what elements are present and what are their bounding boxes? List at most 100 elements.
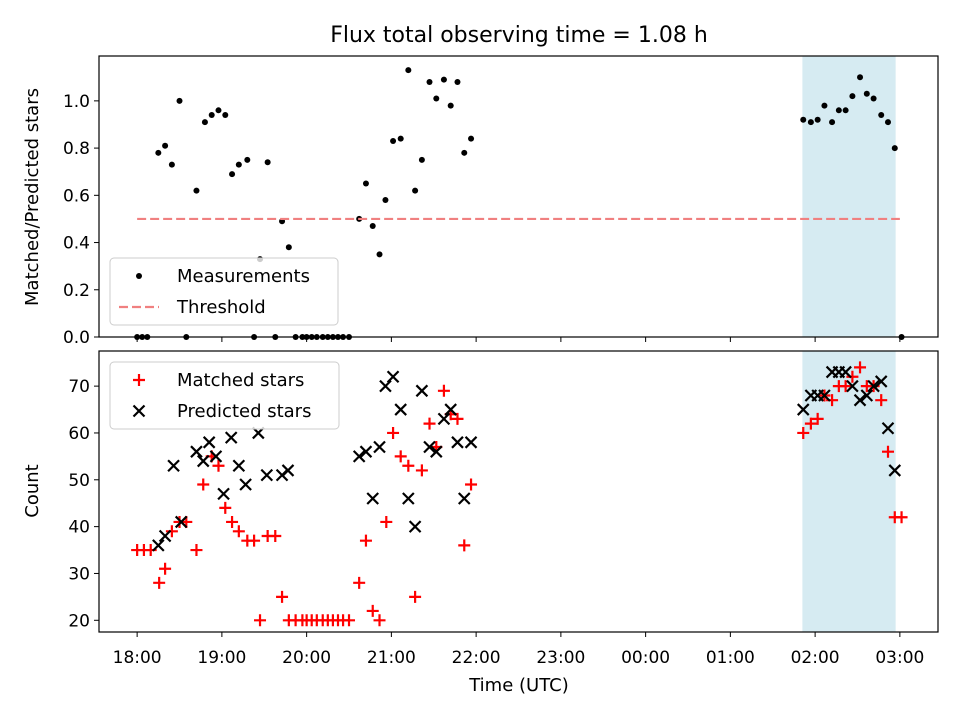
predicted-star-point [359, 445, 373, 458]
y-tick-label: 30 [68, 564, 90, 584]
predicted-star-point [260, 468, 274, 482]
measurement-point [264, 159, 271, 166]
predicted-star-point [881, 421, 895, 435]
shaded-span [802, 56, 896, 337]
predicted-star-point [408, 520, 422, 533]
matched-star-point [197, 478, 210, 491]
legend-measurements-marker [136, 273, 142, 279]
predicted-star-point [379, 379, 392, 393]
measurement-point [193, 187, 200, 194]
measurement-point [382, 197, 389, 204]
matched-star-point [373, 614, 386, 627]
predicted-star-point [167, 459, 180, 473]
shaded-span [802, 351, 896, 632]
axes-frame [98, 55, 939, 338]
legend-label: Threshold [176, 297, 266, 318]
matched-star-point [881, 445, 894, 458]
measurement-point [468, 135, 475, 142]
predicted-star-point [239, 478, 252, 491]
predicted-star-point [224, 431, 238, 444]
matched-star-point [437, 384, 450, 397]
legend-predicted-marker [132, 404, 146, 418]
y-tick-label: 0.8 [63, 139, 90, 159]
measurement-point [208, 112, 215, 119]
matched-star-point [458, 539, 471, 552]
matched-star-point [248, 534, 261, 547]
y-axis-label: Matched/Predicted stars [22, 88, 43, 306]
top-panel: 0.0 0.2 0.4 0.6 0.8 1.0 Matched/Predicted star… [22, 55, 939, 348]
measurement-point [454, 78, 461, 85]
matched-star-point [409, 590, 422, 603]
legend-label: Matched stars [177, 370, 304, 391]
measurement-point [376, 251, 383, 258]
predicted-star-point [281, 464, 295, 477]
predicted-star-point [451, 436, 464, 449]
predicted-star-point [839, 365, 852, 379]
matched-star-point [254, 614, 267, 627]
measurement-point [369, 223, 376, 230]
matched-star-point [343, 614, 356, 627]
matched-star-point [465, 478, 478, 491]
x-tick-label: 19:00 [197, 648, 246, 668]
matched-star-point [380, 515, 393, 528]
predicted-star-point [202, 436, 216, 449]
y-tick-label: 0.4 [63, 234, 90, 254]
predicted-star-point [190, 445, 203, 458]
measurement-point [835, 107, 842, 114]
y-tick-label: 20 [68, 611, 90, 631]
plot-area [134, 67, 905, 340]
y-tick-label: 60 [68, 424, 90, 444]
measurement-point [222, 112, 229, 119]
measurement-point [849, 93, 856, 100]
matched-star-point [846, 370, 859, 383]
measurement-point [800, 116, 807, 123]
predicted-star-point [860, 389, 874, 402]
predicted-star-point [366, 492, 380, 505]
y-axis-label: Count [22, 464, 43, 517]
measurement-point [201, 119, 208, 126]
measurement-point [884, 119, 891, 126]
predicted-star-point [152, 539, 165, 552]
measurement-point [405, 67, 412, 74]
y-tick-label: 0.2 [63, 281, 90, 301]
matched-star-point [366, 604, 379, 617]
predicted-star-point [437, 412, 451, 426]
measurement-point [235, 161, 242, 168]
matched-star-point [875, 394, 888, 407]
measurement-point [244, 156, 251, 163]
measurement-point [829, 119, 836, 126]
measurement-point [285, 244, 292, 251]
legend-matched-marker [133, 374, 145, 386]
predicted-star-point [386, 370, 400, 384]
matched-star-point [797, 426, 810, 439]
matched-star-point [276, 590, 289, 603]
measurement-point [215, 107, 222, 114]
predicted-star-point [867, 379, 880, 393]
predicted-star-point [464, 436, 478, 449]
x-tick-label: 22:00 [452, 648, 501, 668]
y-tick-label: 50 [68, 471, 90, 491]
measurement-point [412, 187, 419, 194]
matched-star-point [895, 511, 908, 524]
matched-star-point [811, 412, 824, 425]
predicted-star-point [457, 492, 471, 505]
y-tick-label: 0.0 [63, 328, 90, 348]
matched-star-point [165, 525, 178, 538]
x-tick-label: 18:00 [113, 648, 162, 668]
measurement-point [176, 97, 183, 104]
predicted-star-point [158, 529, 172, 543]
measurement-point [433, 95, 440, 102]
measurement-point [440, 76, 447, 83]
y-tick-label: 0.6 [63, 186, 90, 206]
measurement-point [229, 171, 236, 178]
x-tick-label: 03:00 [875, 648, 924, 668]
plot-area [131, 361, 908, 627]
matched-star-point [219, 501, 232, 514]
matched-star-point [269, 529, 282, 542]
measurement-point [857, 74, 864, 81]
predicted-star-point [196, 454, 210, 468]
predicted-star-point [217, 487, 230, 501]
matched-star-point [159, 562, 172, 575]
legend-label: Measurements [177, 266, 310, 287]
x-tick-label: 01:00 [706, 648, 755, 668]
